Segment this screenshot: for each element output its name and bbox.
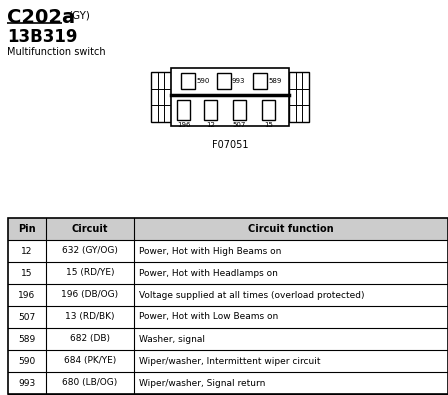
Text: C202a: C202a xyxy=(7,8,75,27)
Text: 13B319: 13B319 xyxy=(7,28,78,46)
Text: F07051: F07051 xyxy=(212,140,248,150)
Text: 15: 15 xyxy=(21,269,33,278)
Bar xyxy=(204,100,217,120)
Text: Multifunction switch: Multifunction switch xyxy=(7,47,106,57)
Bar xyxy=(151,72,171,122)
Text: 684 (PK/YE): 684 (PK/YE) xyxy=(64,357,116,365)
Bar xyxy=(262,100,275,120)
Text: Power, Hot with High Beams on: Power, Hot with High Beams on xyxy=(139,246,281,256)
Bar xyxy=(217,73,231,89)
Text: Power, Hot with Low Beams on: Power, Hot with Low Beams on xyxy=(139,312,278,322)
Text: (GY): (GY) xyxy=(68,11,90,21)
Text: 15 (RD/YE): 15 (RD/YE) xyxy=(66,269,114,278)
Text: Voltage supplied at all times (overload protected): Voltage supplied at all times (overload … xyxy=(139,290,365,299)
Bar xyxy=(8,218,448,240)
Text: 589: 589 xyxy=(18,335,36,344)
Text: 507: 507 xyxy=(233,122,246,128)
Text: Circuit function: Circuit function xyxy=(248,224,334,234)
Text: Circuit: Circuit xyxy=(72,224,108,234)
Bar xyxy=(181,73,195,89)
Bar xyxy=(289,72,309,122)
Bar xyxy=(233,100,246,120)
Text: 680 (LB/OG): 680 (LB/OG) xyxy=(62,378,118,387)
Text: Wiper/washer, Intermittent wiper circuit: Wiper/washer, Intermittent wiper circuit xyxy=(139,357,320,365)
Text: 590: 590 xyxy=(196,78,209,84)
Bar xyxy=(171,68,289,126)
Text: 682 (DB): 682 (DB) xyxy=(70,335,110,344)
Text: 15: 15 xyxy=(264,122,273,128)
Text: 590: 590 xyxy=(18,357,36,365)
Text: 507: 507 xyxy=(18,312,36,322)
Text: Pin: Pin xyxy=(18,224,36,234)
Text: 993: 993 xyxy=(18,378,36,387)
Text: Power, Hot with Headlamps on: Power, Hot with Headlamps on xyxy=(139,269,278,278)
Bar xyxy=(177,100,190,120)
Text: Wiper/washer, Signal return: Wiper/washer, Signal return xyxy=(139,378,265,387)
Text: 589: 589 xyxy=(268,78,281,84)
Text: 196: 196 xyxy=(177,122,190,128)
Text: 632 (GY/OG): 632 (GY/OG) xyxy=(62,246,118,256)
Text: Washer, signal: Washer, signal xyxy=(139,335,205,344)
Text: 196: 196 xyxy=(18,290,36,299)
Text: 13 (RD/BK): 13 (RD/BK) xyxy=(65,312,115,322)
Bar xyxy=(253,73,267,89)
Text: 12: 12 xyxy=(206,122,215,128)
Text: 12: 12 xyxy=(22,246,33,256)
Text: 993: 993 xyxy=(232,78,246,84)
Text: 196 (DB/OG): 196 (DB/OG) xyxy=(61,290,119,299)
Bar xyxy=(8,218,448,394)
